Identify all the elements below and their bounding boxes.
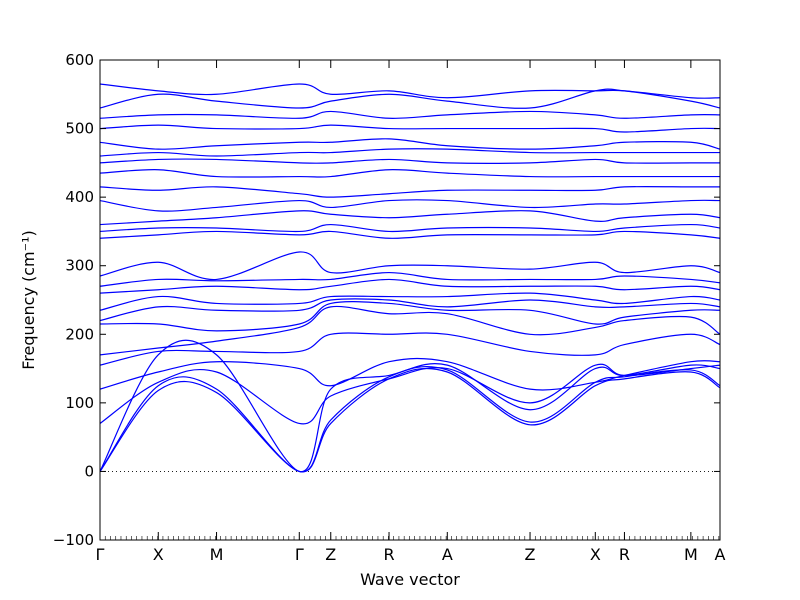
band-line-17	[100, 199, 720, 212]
band-line-7	[100, 305, 720, 356]
band-line-11	[100, 278, 720, 294]
band-lines	[100, 83, 720, 473]
y-tick-label: 600	[65, 51, 94, 69]
y-tick-label: 0	[84, 462, 94, 480]
band-line-20	[100, 158, 720, 164]
y-tick-label: 500	[65, 120, 94, 138]
band-line-16	[100, 210, 720, 226]
band-line-19	[100, 169, 720, 178]
x-tick-label-10: R	[619, 545, 630, 564]
y-axis-ticks: −100 0 100 200 300 400 500 600	[53, 51, 720, 549]
y-tick-label: 400	[65, 188, 94, 206]
plot-frame	[99, 59, 721, 541]
band-line-18	[100, 186, 720, 198]
y-tick-label: 200	[65, 325, 94, 343]
y-tick-label: −100	[53, 531, 94, 549]
band-line-1	[100, 367, 720, 473]
band-line-15	[100, 223, 720, 233]
band-line-6	[100, 332, 720, 366]
band-line-10	[100, 292, 720, 311]
x-tick-label-12: A	[715, 545, 726, 564]
x-tick-label-2: X	[153, 545, 164, 564]
band-line-22	[100, 138, 720, 150]
x-tick-label-5: Z	[325, 545, 336, 564]
band-line-13	[100, 251, 720, 281]
y-tick-label: 300	[65, 257, 94, 275]
x-tick-label-6: R	[383, 545, 394, 564]
band-line-8	[100, 301, 720, 332]
band-line-24	[100, 110, 720, 119]
band-line-9	[100, 298, 720, 322]
band-line-21	[100, 148, 720, 157]
x-tick-label-7: A	[442, 545, 453, 564]
band-line-5	[100, 357, 720, 391]
y-tick-label: 100	[65, 394, 94, 412]
band-line-12	[100, 271, 720, 287]
band-line-26	[100, 83, 720, 99]
x-tick-label-3: M	[210, 545, 224, 564]
x-tick-label-4: Γ	[295, 545, 304, 564]
y-axis-label: Frequency (cm⁻¹)	[19, 230, 38, 369]
x-tick-label-11: M	[684, 545, 698, 564]
band-line-23	[100, 124, 720, 133]
x-tick-label-9: X	[590, 545, 601, 564]
x-axis-label: Wave vector	[360, 570, 460, 589]
x-tick-label-1: Γ	[96, 545, 105, 564]
x-tick-label-8: Z	[525, 545, 536, 564]
band-line-14	[100, 230, 720, 239]
plot-area	[100, 60, 720, 540]
